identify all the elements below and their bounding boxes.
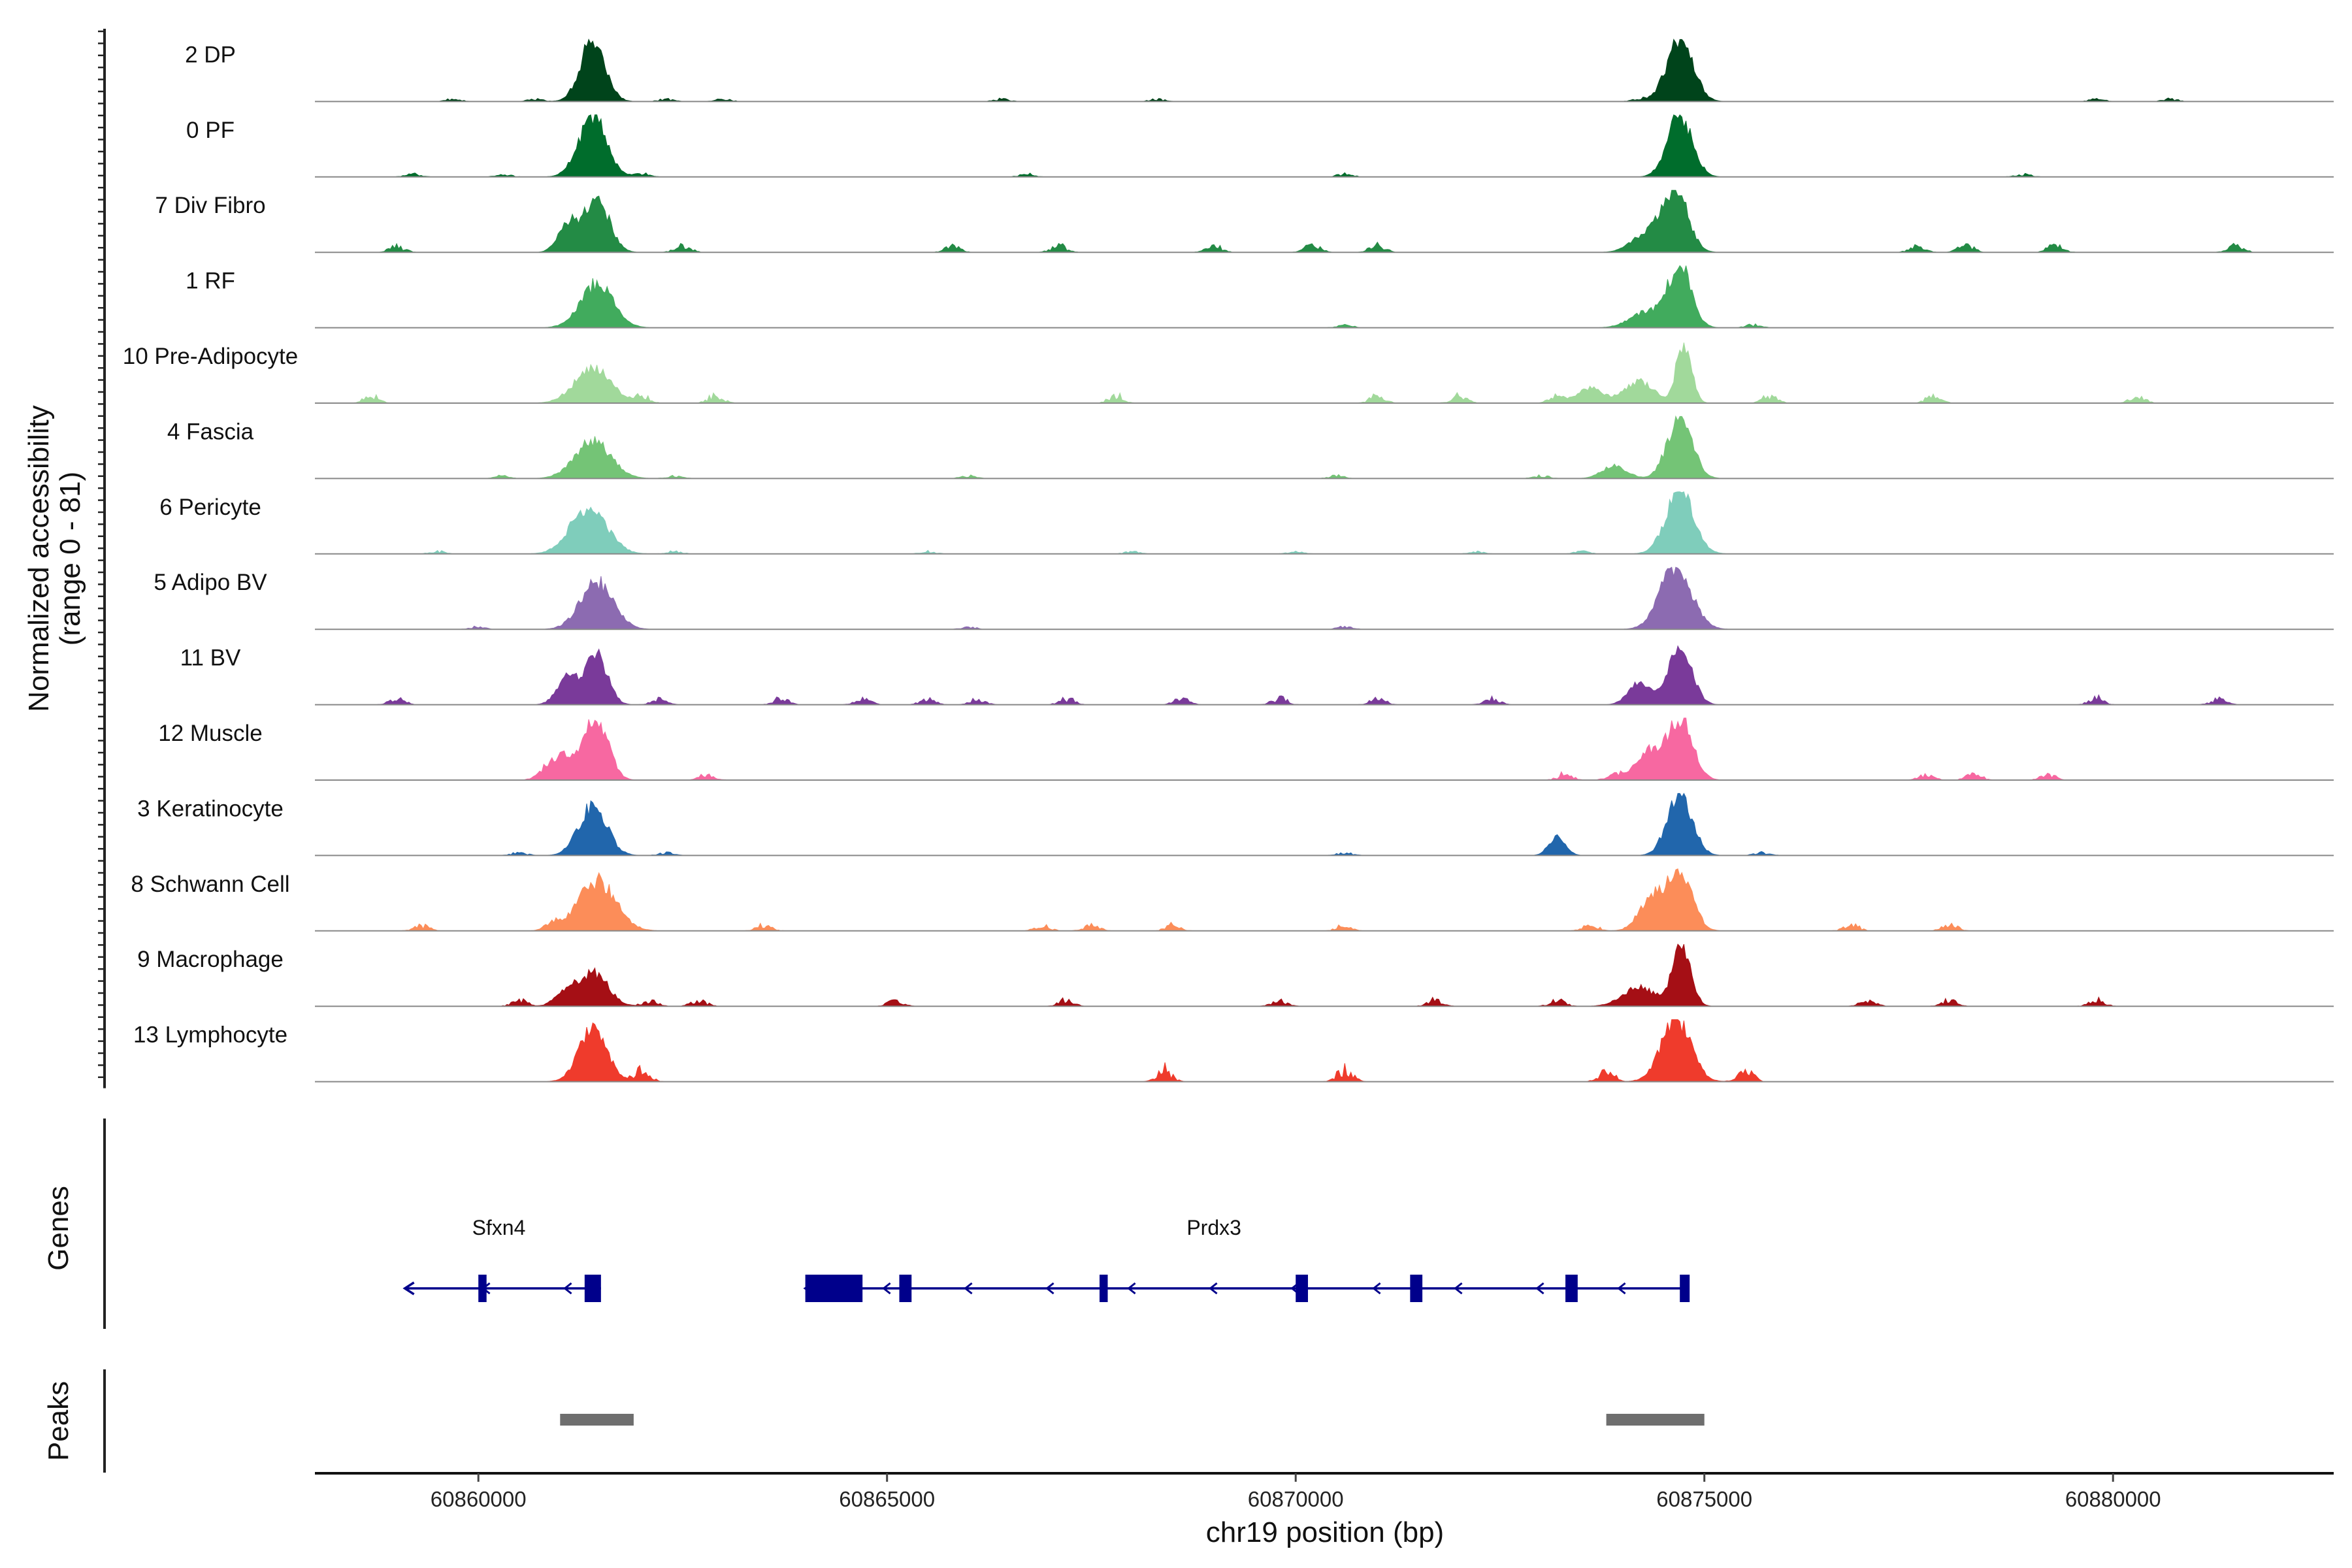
strand-arrow <box>1617 1282 1626 1295</box>
gene-exon <box>478 1275 487 1302</box>
track-3-keratinocyte: 3 Keratinocyte <box>137 792 2334 857</box>
track-label: 3 Keratinocyte <box>137 796 284 821</box>
y-axis <box>98 29 106 1088</box>
track-signal <box>315 342 2334 404</box>
x-tick-label: 60860000 <box>431 1487 527 1511</box>
track-label: 9 Macrophage <box>137 947 284 972</box>
strand-arrow <box>1372 1282 1381 1295</box>
strand-arrow <box>563 1282 572 1295</box>
y-axis-label-range: (range 0 - 81) <box>54 472 86 646</box>
track-signal <box>315 491 2334 555</box>
track-2-dp: 2 DP <box>185 38 2334 103</box>
track-signal <box>315 717 2334 781</box>
gene-exon <box>1565 1275 1578 1302</box>
gene-exon <box>899 1275 912 1302</box>
track-0-pf: 0 PF <box>186 114 2334 178</box>
genes-axis-label: Genes <box>42 1186 74 1271</box>
track-12-muscle: 12 Muscle <box>158 717 2334 781</box>
track-13-lymphocyte: 13 Lymphocyte <box>133 1019 2334 1083</box>
track-label: 0 PF <box>186 118 235 143</box>
track-10-pre-adipocyte: 10 Pre-Adipocyte <box>123 342 2334 404</box>
peaks-axis-label: Peaks <box>42 1381 74 1461</box>
track-5-adipo-bv: 5 Adipo BV <box>154 566 2334 630</box>
gene-exon <box>584 1275 601 1302</box>
gene-exon <box>1680 1275 1690 1302</box>
track-label: 10 Pre-Adipocyte <box>123 344 298 369</box>
gene-exon <box>1099 1275 1108 1302</box>
track-label: 5 Adipo BV <box>154 570 267 595</box>
x-axis: 60860000 60865000 60870000 60875000 60880000 <box>315 1472 2334 1511</box>
genes-panel: Sfxn4 Prdx3 <box>103 1119 1690 1329</box>
strand-arrow <box>1045 1282 1054 1295</box>
track-6-pericyte: 6 Pericyte <box>159 491 2334 555</box>
track-label: 7 Div Fibro <box>155 193 265 218</box>
track-signal <box>315 645 2334 706</box>
tracks-group: 2 DP 0 PF 7 Div Fibro 1 RF 10 Pre-Adipocyte 4… <box>123 38 2334 1083</box>
track-signal <box>315 868 2334 932</box>
x-tick-label: 60875000 <box>1656 1487 1752 1511</box>
track-label: 2 DP <box>185 42 236 67</box>
track-signal <box>315 792 2334 856</box>
track-label: 1 RF <box>186 269 235 294</box>
gene-name: Prdx3 <box>1186 1216 1241 1239</box>
gene-sfxn4: Sfxn4 <box>402 1216 601 1302</box>
strand-arrow <box>1127 1282 1136 1295</box>
gene-exon <box>1410 1275 1423 1302</box>
gene-name: Sfxn4 <box>472 1216 526 1239</box>
strand-arrow <box>402 1281 415 1296</box>
track-label: 11 BV <box>180 645 241 671</box>
track-label: 13 Lymphocyte <box>133 1022 287 1048</box>
x-tick-label: 60865000 <box>839 1487 935 1511</box>
strand-arrow <box>882 1282 891 1295</box>
strand-arrow <box>1535 1282 1544 1295</box>
track-8-schwann-cell: 8 Schwann Cell <box>131 868 2334 932</box>
track-label: 4 Fascia <box>167 419 254 444</box>
track-label: 8 Schwann Cell <box>131 872 289 897</box>
track-label: 12 Muscle <box>158 721 263 746</box>
x-tick-label: 60880000 <box>2065 1487 2161 1511</box>
peak-region <box>560 1414 634 1426</box>
gene-prdx3: Prdx3 <box>803 1216 1690 1302</box>
track-signal <box>315 38 2334 102</box>
gene-exon <box>805 1275 863 1302</box>
strand-arrow <box>1209 1282 1218 1295</box>
track-signal <box>315 265 2334 329</box>
track-signal <box>315 189 2334 253</box>
track-label: 6 Pericyte <box>159 495 261 520</box>
track-signal <box>315 415 2334 479</box>
track-11-bv: 11 BV <box>180 645 2334 706</box>
track-1-rf: 1 RF <box>186 265 2334 329</box>
y-axis-label: Normalized accessibility <box>23 405 55 711</box>
peak-region <box>1606 1414 1705 1426</box>
gene-exon <box>1296 1275 1308 1302</box>
x-axis-label: chr19 position (bp) <box>1206 1516 1444 1548</box>
track-9-macrophage: 9 Macrophage <box>137 943 2334 1007</box>
track-signal <box>315 1019 2334 1083</box>
track-signal <box>315 943 2334 1007</box>
strand-arrow <box>964 1282 973 1295</box>
track-signal <box>315 114 2334 178</box>
strand-arrow <box>1454 1282 1463 1295</box>
x-tick-label: 60870000 <box>1248 1487 1344 1511</box>
track-4-fascia: 4 Fascia <box>167 415 2334 480</box>
track-7-div-fibro: 7 Div Fibro <box>155 189 2334 253</box>
track-signal <box>315 566 2334 630</box>
peaks-panel <box>103 1369 1705 1473</box>
